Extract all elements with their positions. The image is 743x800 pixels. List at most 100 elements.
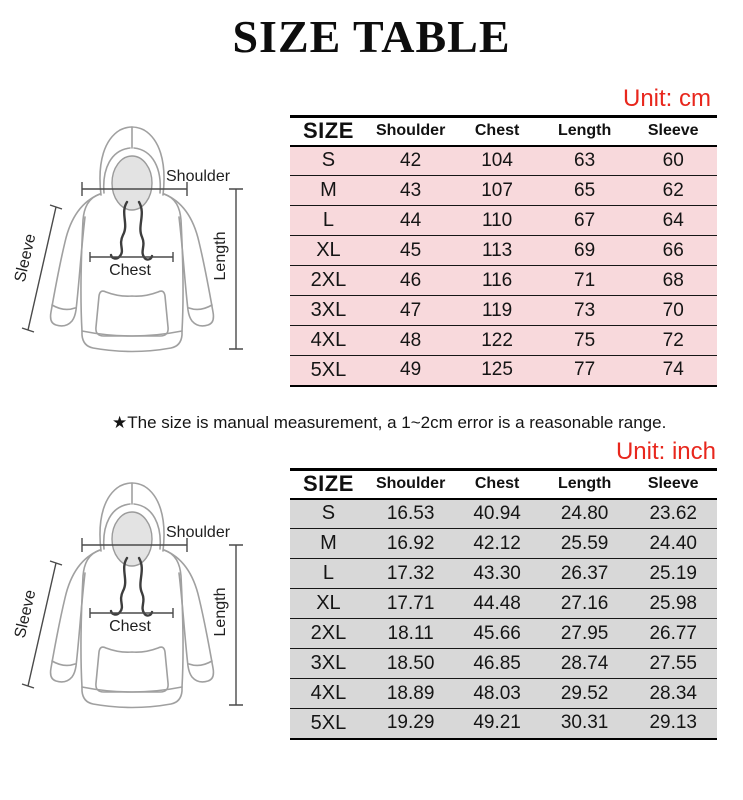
table-row: XL 45 113 69 66 bbox=[290, 235, 717, 266]
size-cell: 3XL bbox=[290, 648, 367, 679]
table-row: 2XL 18.11 45.66 27.95 26.77 bbox=[290, 618, 717, 649]
value-cell: 110 bbox=[454, 205, 540, 236]
value-cell: 19.29 bbox=[366, 708, 455, 739]
value-cell: 26.37 bbox=[539, 558, 630, 589]
value-cell: 62 bbox=[629, 175, 717, 206]
value-cell: 49 bbox=[366, 355, 455, 386]
value-cell: 25.59 bbox=[539, 528, 630, 559]
measurement-annotations: Shoulder Chest Length Sleeve bbox=[12, 524, 243, 706]
hoodie-outline bbox=[49, 126, 215, 353]
value-cell: 30.31 bbox=[539, 708, 630, 739]
column-header-size: SIZE bbox=[290, 469, 367, 500]
value-cell: 67 bbox=[539, 205, 630, 236]
column-header-shoulder: Shoulder bbox=[366, 116, 455, 147]
hoodie-diagram-inch: Shoulder Chest Length Sleeve bbox=[12, 482, 243, 709]
size-cell: 4XL bbox=[290, 678, 367, 709]
value-cell: 16.53 bbox=[366, 498, 455, 529]
value-cell: 44.48 bbox=[454, 588, 540, 619]
column-header-length: Length bbox=[539, 116, 630, 147]
value-cell: 18.11 bbox=[366, 618, 455, 649]
kangaroo-pocket bbox=[95, 290, 169, 337]
value-cell: 43 bbox=[366, 175, 455, 206]
size-cell: M bbox=[290, 175, 367, 206]
kangaroo-pocket bbox=[95, 646, 169, 693]
value-cell: 49.21 bbox=[454, 708, 540, 739]
value-cell: 104 bbox=[454, 145, 540, 176]
size-cell: 3XL bbox=[290, 295, 367, 326]
value-cell: 24.40 bbox=[629, 528, 717, 559]
column-header-sleeve: Sleeve bbox=[629, 116, 717, 147]
length-label: Length bbox=[212, 588, 229, 637]
value-cell: 63 bbox=[539, 145, 630, 176]
value-cell: 119 bbox=[454, 295, 540, 326]
value-cell: 16.92 bbox=[366, 528, 455, 559]
table-row: M 16.92 42.12 25.59 24.40 bbox=[290, 528, 717, 559]
drawstring-left bbox=[109, 200, 129, 260]
table-row: 5XL 19.29 49.21 30.31 29.13 bbox=[290, 708, 717, 739]
table-row: 3XL 18.50 46.85 28.74 27.55 bbox=[290, 648, 717, 679]
size-cell: M bbox=[290, 528, 367, 559]
value-cell: 42.12 bbox=[454, 528, 540, 559]
value-cell: 43.30 bbox=[454, 558, 540, 589]
value-cell: 46.85 bbox=[454, 648, 540, 679]
table-row: M 43 107 65 62 bbox=[290, 175, 717, 206]
drawstring-right bbox=[137, 556, 154, 617]
value-cell: 66 bbox=[629, 235, 717, 266]
hoodie-diagram-cm: Shoulder Chest Length Sleeve bbox=[12, 126, 243, 353]
value-cell: 45 bbox=[366, 235, 455, 266]
size-cell: XL bbox=[290, 588, 367, 619]
size-table-cm: SIZE Shoulder Chest Length Sleeve S 42 104 63 60 M… bbox=[290, 115, 717, 387]
value-cell: 60 bbox=[629, 145, 717, 176]
value-cell: 29.52 bbox=[539, 678, 630, 709]
value-cell: 45.66 bbox=[454, 618, 540, 649]
table-row: XL 17.71 44.48 27.16 25.98 bbox=[290, 588, 717, 619]
size-cell: S bbox=[290, 498, 367, 529]
drawstring-left bbox=[109, 556, 129, 616]
size-cell: 2XL bbox=[290, 618, 367, 649]
column-header-chest: Chest bbox=[454, 469, 540, 500]
length-label: Length bbox=[212, 232, 229, 281]
shoulder-label: Shoulder bbox=[166, 168, 231, 185]
sleeve-label: Sleeve bbox=[12, 588, 40, 640]
value-cell: 17.71 bbox=[366, 588, 455, 619]
value-cell: 48.03 bbox=[454, 678, 540, 709]
size-cell: L bbox=[290, 558, 367, 589]
value-cell: 25.19 bbox=[629, 558, 717, 589]
value-cell: 64 bbox=[629, 205, 717, 236]
size-cell: 5XL bbox=[290, 708, 367, 739]
value-cell: 72 bbox=[629, 325, 717, 356]
size-cell: 4XL bbox=[290, 325, 367, 356]
header-row: SIZE Shoulder Chest Length Sleeve bbox=[290, 116, 717, 147]
value-cell: 27.55 bbox=[629, 648, 717, 679]
value-cell: 26.77 bbox=[629, 618, 717, 649]
column-header-chest: Chest bbox=[454, 116, 540, 147]
column-header-length: Length bbox=[539, 469, 630, 500]
measurement-annotations: Shoulder Chest Length Sleeve bbox=[12, 168, 243, 350]
value-cell: 107 bbox=[454, 175, 540, 206]
unit-label-inch: Unit: inch bbox=[615, 438, 716, 465]
column-header-size: SIZE bbox=[290, 116, 367, 147]
value-cell: 29.13 bbox=[629, 708, 717, 739]
size-cell: XL bbox=[290, 235, 367, 266]
size-cell: 2XL bbox=[290, 265, 367, 296]
chest-label: Chest bbox=[109, 618, 151, 635]
table-row: L 17.32 43.30 26.37 25.19 bbox=[290, 558, 717, 589]
value-cell: 65 bbox=[539, 175, 630, 206]
value-cell: 125 bbox=[454, 355, 540, 386]
value-cell: 40.94 bbox=[454, 498, 540, 529]
value-cell: 28.74 bbox=[539, 648, 630, 679]
page-title: SIZE TABLE bbox=[232, 11, 511, 62]
hood-opening bbox=[111, 511, 153, 567]
size-table-inch: SIZE Shoulder Chest Length Sleeve S 16.53 40.94… bbox=[290, 468, 717, 740]
value-cell: 74 bbox=[629, 355, 717, 386]
column-header-sleeve: Sleeve bbox=[629, 469, 717, 500]
shoulder-label: Shoulder bbox=[166, 524, 231, 541]
unit-label-cm: Unit: cm bbox=[622, 85, 711, 112]
table-row: 4XL 48 122 75 72 bbox=[290, 325, 717, 356]
value-cell: 24.80 bbox=[539, 498, 630, 529]
table-row: S 42 104 63 60 bbox=[290, 145, 717, 176]
value-cell: 47 bbox=[366, 295, 455, 326]
value-cell: 68 bbox=[629, 265, 717, 296]
table-row: L 44 110 67 64 bbox=[290, 205, 717, 236]
